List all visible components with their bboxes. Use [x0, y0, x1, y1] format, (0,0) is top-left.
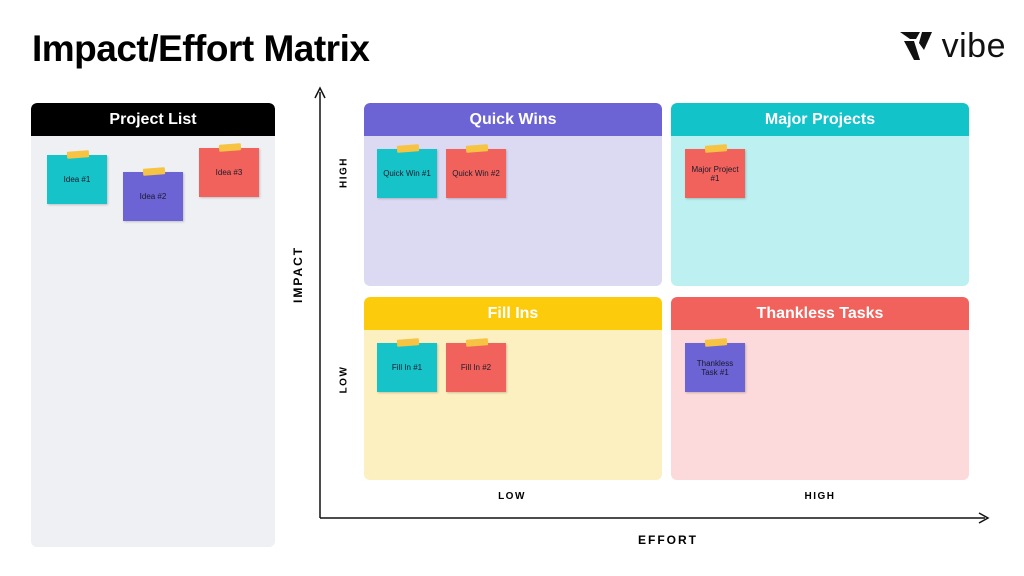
sticky-note-idea-1[interactable]: Idea #1: [47, 150, 107, 204]
sticky-note-quick-win-2[interactable]: Quick Win #2: [446, 144, 506, 198]
sticky-note-label: Quick Win #1: [383, 169, 431, 178]
x-axis-arrow: [978, 512, 990, 524]
sticky-note-idea-2[interactable]: Idea #2: [123, 167, 183, 221]
sticky-note-label: Idea #2: [139, 192, 167, 201]
page-title: Impact/Effort Matrix: [32, 28, 370, 69]
sticky-note-idea-3[interactable]: Idea #3: [199, 143, 259, 197]
sticky-note-major-project-1[interactable]: Major Project #1: [685, 144, 745, 198]
tape: [396, 338, 420, 347]
quadrant-major-projects: Major Projects Major Project #1: [671, 103, 969, 286]
y-axis-title: IMPACT: [291, 245, 305, 303]
quadrant-header: Thankless Tasks: [671, 297, 969, 330]
quadrant-thankless-tasks: Thankless Tasks Thankless Task #1: [671, 297, 969, 480]
quadrant-fill-ins: Fill Ins Fill In #1 Fill In #2: [364, 297, 662, 480]
sticky-note-label: Quick Win #2: [452, 169, 500, 178]
quadrant-header: Major Projects: [671, 103, 969, 136]
tape: [396, 144, 420, 153]
sticky-note-thankless-task-1[interactable]: Thankless Task #1: [685, 338, 745, 392]
tape: [465, 338, 489, 347]
sticky-note-label: Idea #3: [215, 168, 243, 177]
y-axis-low-label: LOW: [338, 365, 350, 394]
sticky-note-fill-in-2[interactable]: Fill In #2: [446, 338, 506, 392]
tape: [704, 338, 728, 347]
x-axis-title: EFFORT: [638, 533, 698, 547]
sticky-note-quick-win-1[interactable]: Quick Win #1: [377, 144, 437, 198]
sticky-note-label: Fill In #2: [460, 363, 492, 372]
sticky-note-fill-in-1[interactable]: Fill In #1: [377, 338, 437, 392]
logo-text: vibe: [941, 26, 1006, 65]
quadrant-quick-wins: Quick Wins Quick Win #1 Quick Win #2: [364, 103, 662, 286]
y-axis-arrow: [314, 86, 326, 99]
vibe-logo-icon: [899, 32, 932, 60]
sticky-note-label: Idea #1: [63, 175, 91, 184]
project-list-header: Project List: [31, 103, 275, 136]
sticky-note-label: Major Project #1: [691, 164, 739, 183]
x-axis-low-label: LOW: [498, 491, 526, 502]
quadrant-header: Quick Wins: [364, 103, 662, 136]
tape: [704, 144, 728, 153]
x-axis-high-label: HIGH: [804, 491, 836, 502]
tape: [465, 144, 489, 153]
project-list-panel: Project List Idea #1 Idea #2 Idea #3: [31, 103, 275, 547]
y-axis-high-label: HIGH: [338, 157, 350, 188]
vibe-logo: vibe: [898, 26, 1006, 66]
sticky-note-label: Thankless Task #1: [696, 358, 734, 377]
sticky-note-label: Fill In #1: [391, 363, 423, 372]
quadrant-header: Fill Ins: [364, 297, 662, 330]
